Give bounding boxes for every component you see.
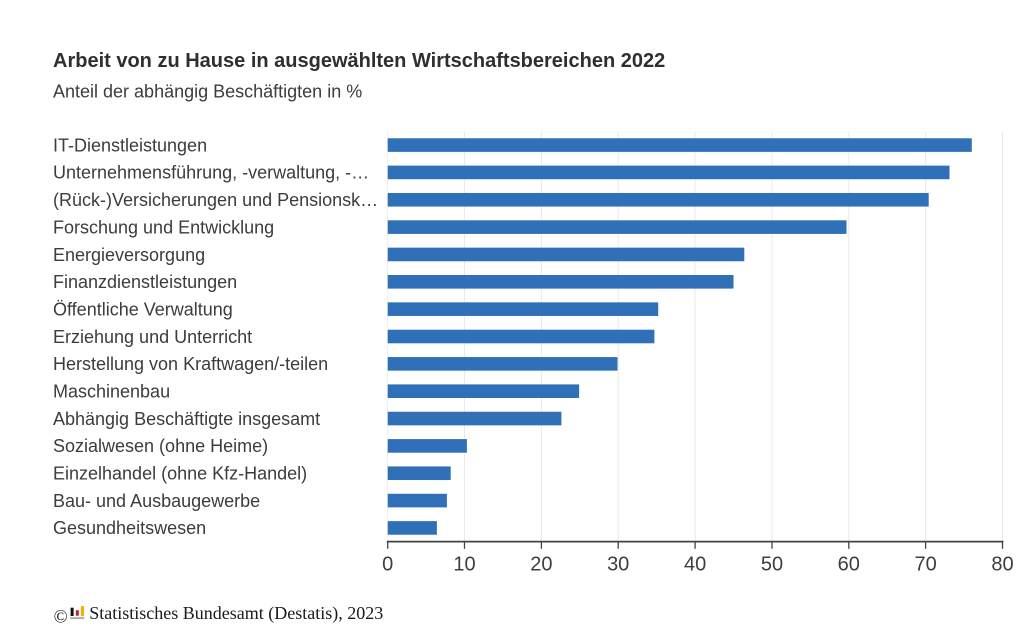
svg-text:70: 70 bbox=[914, 554, 936, 576]
svg-text:Erziehung und Unterricht: Erziehung und Unterricht bbox=[53, 327, 252, 347]
svg-text:Bau- und Ausbaugewerbe: Bau- und Ausbaugewerbe bbox=[53, 491, 260, 511]
svg-text:50: 50 bbox=[761, 554, 783, 576]
svg-text:10: 10 bbox=[453, 554, 475, 576]
svg-text:Arbeit von zu Hause in ausgewä: Arbeit von zu Hause in ausgewählten Wirt… bbox=[53, 50, 665, 72]
svg-text:Herstellung von Kraftwagen/-te: Herstellung von Kraftwagen/-teilen bbox=[53, 354, 328, 374]
svg-text:IT-Dienstleistungen: IT-Dienstleistungen bbox=[53, 135, 207, 155]
svg-text:Abhängig Beschäftigte insgesam: Abhängig Beschäftigte insgesamt bbox=[53, 409, 320, 429]
svg-text:Öffentliche Verwaltung: Öffentliche Verwaltung bbox=[53, 299, 233, 319]
svg-text:Energieversorgung: Energieversorgung bbox=[53, 245, 205, 265]
svg-text:Finanzdienstleistungen: Finanzdienstleistungen bbox=[53, 272, 237, 292]
svg-text:80: 80 bbox=[991, 554, 1013, 576]
svg-text:Maschinenbau: Maschinenbau bbox=[53, 381, 170, 401]
svg-text:60: 60 bbox=[838, 554, 860, 576]
svg-text:Sozialwesen (ohne Heime): Sozialwesen (ohne Heime) bbox=[53, 436, 268, 456]
svg-text:Einzelhandel (ohne Kfz-Handel): Einzelhandel (ohne Kfz-Handel) bbox=[53, 464, 307, 484]
svg-text:Statistisches Bundesamt (Desta: Statistisches Bundesamt (Destatis), 2023 bbox=[89, 603, 383, 624]
svg-text:30: 30 bbox=[607, 554, 629, 576]
svg-text:40: 40 bbox=[684, 554, 706, 576]
svg-text:0: 0 bbox=[382, 554, 393, 576]
svg-text:20: 20 bbox=[530, 554, 552, 576]
svg-text:Unternehmensführung, -verwaltu: Unternehmensführung, -verwaltung, -… bbox=[53, 163, 369, 183]
svg-text:Gesundheitswesen: Gesundheitswesen bbox=[53, 518, 206, 538]
svg-text:©: © bbox=[54, 607, 68, 627]
svg-text:Forschung und Entwicklung: Forschung und Entwicklung bbox=[53, 217, 274, 237]
svg-text:(Rück-)Versicherungen und Pens: (Rück-)Versicherungen und Pensionsk… bbox=[53, 190, 378, 210]
svg-text:Anteil der abhängig Beschäftig: Anteil der abhängig Beschäftigten in % bbox=[53, 82, 362, 102]
